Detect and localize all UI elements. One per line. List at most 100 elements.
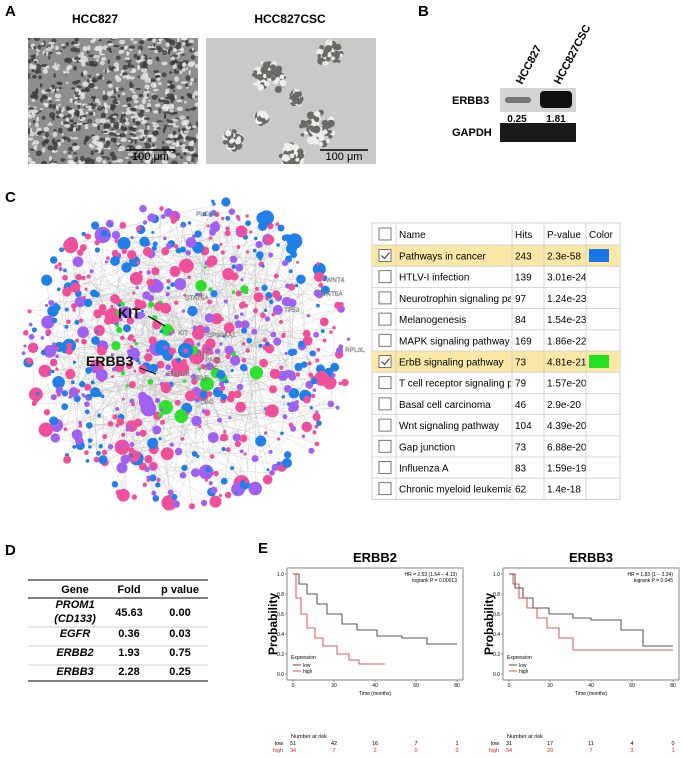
node	[240, 278, 244, 282]
cell	[65, 41, 70, 47]
cell	[111, 89, 114, 95]
node	[264, 431, 268, 435]
cell	[54, 99, 61, 102]
band	[540, 91, 572, 108]
node	[149, 363, 159, 373]
logrank: logrank P = 0.00013	[412, 578, 457, 584]
node	[110, 353, 114, 357]
sphere-cell	[334, 43, 342, 51]
node	[290, 425, 297, 432]
panel-label: A	[5, 3, 16, 20]
sphere-cell	[325, 39, 333, 47]
cell	[153, 70, 160, 74]
node	[149, 474, 157, 482]
color-swatch	[589, 249, 609, 262]
p-value: 1.24e-23	[547, 294, 587, 305]
node	[147, 301, 155, 308]
node	[164, 208, 173, 217]
edge	[57, 356, 329, 373]
cell	[54, 62, 57, 66]
cell	[104, 108, 108, 114]
gene-label: CBLB	[192, 375, 209, 382]
cell	[31, 68, 35, 73]
sphere-cell	[291, 143, 299, 152]
cell	[119, 73, 123, 76]
node	[206, 391, 213, 397]
node	[195, 398, 200, 402]
cell	[169, 109, 174, 113]
cell	[91, 95, 97, 100]
cell	[43, 126, 50, 132]
node	[82, 394, 86, 398]
cell	[190, 157, 195, 163]
edge	[160, 438, 282, 467]
cell	[169, 83, 176, 90]
edge	[197, 399, 214, 438]
node	[165, 242, 172, 250]
table-header: p value	[161, 584, 199, 596]
cell	[118, 51, 123, 54]
node	[155, 482, 161, 488]
cell	[112, 99, 118, 105]
node	[294, 284, 299, 288]
sphere-cell	[229, 139, 234, 144]
cell	[101, 56, 107, 61]
node	[49, 416, 58, 426]
node	[170, 282, 175, 288]
edge	[183, 225, 292, 288]
cell	[135, 59, 143, 63]
cell	[129, 82, 134, 89]
node	[225, 215, 231, 221]
hits: 104	[515, 421, 532, 432]
sphere-cell	[295, 157, 300, 162]
cell	[180, 81, 188, 84]
cell	[75, 113, 80, 116]
sphere-cell	[304, 131, 308, 135]
cell	[108, 65, 111, 68]
node	[287, 348, 296, 357]
node	[174, 447, 183, 456]
cell	[131, 94, 139, 100]
node	[255, 435, 267, 447]
node	[180, 436, 185, 441]
gene-label: WNT4	[326, 277, 345, 284]
edge	[213, 265, 264, 294]
cell	[138, 112, 144, 118]
gene-label: ERBB3	[168, 371, 190, 378]
sphere-cell	[327, 119, 335, 128]
node	[273, 273, 279, 279]
node	[254, 286, 259, 291]
legend-entry: low	[519, 663, 527, 669]
cell	[148, 99, 151, 102]
node	[138, 361, 142, 365]
node	[170, 366, 182, 378]
edge	[182, 394, 204, 439]
node	[336, 346, 344, 354]
node	[223, 322, 235, 334]
cell	[96, 58, 99, 62]
node	[68, 395, 72, 399]
node	[132, 291, 136, 295]
node	[74, 319, 80, 325]
checkbox	[378, 439, 392, 453]
edge	[291, 349, 319, 409]
node	[229, 355, 241, 366]
cell	[83, 139, 87, 146]
node	[271, 463, 279, 472]
edge	[238, 219, 323, 332]
pathway-name: ErbB signaling pathway	[399, 358, 504, 369]
gene-label: UBC	[200, 399, 214, 406]
cell	[179, 70, 183, 75]
gene-label: KIT	[118, 305, 141, 321]
cell	[37, 44, 42, 51]
cell	[176, 106, 184, 111]
node	[120, 335, 125, 341]
node	[159, 329, 164, 334]
node	[225, 447, 231, 453]
row-highlight	[372, 245, 620, 267]
cell	[141, 38, 148, 41]
cell	[155, 74, 161, 78]
node	[234, 491, 238, 495]
hits: 169	[515, 336, 532, 347]
node	[139, 204, 147, 213]
